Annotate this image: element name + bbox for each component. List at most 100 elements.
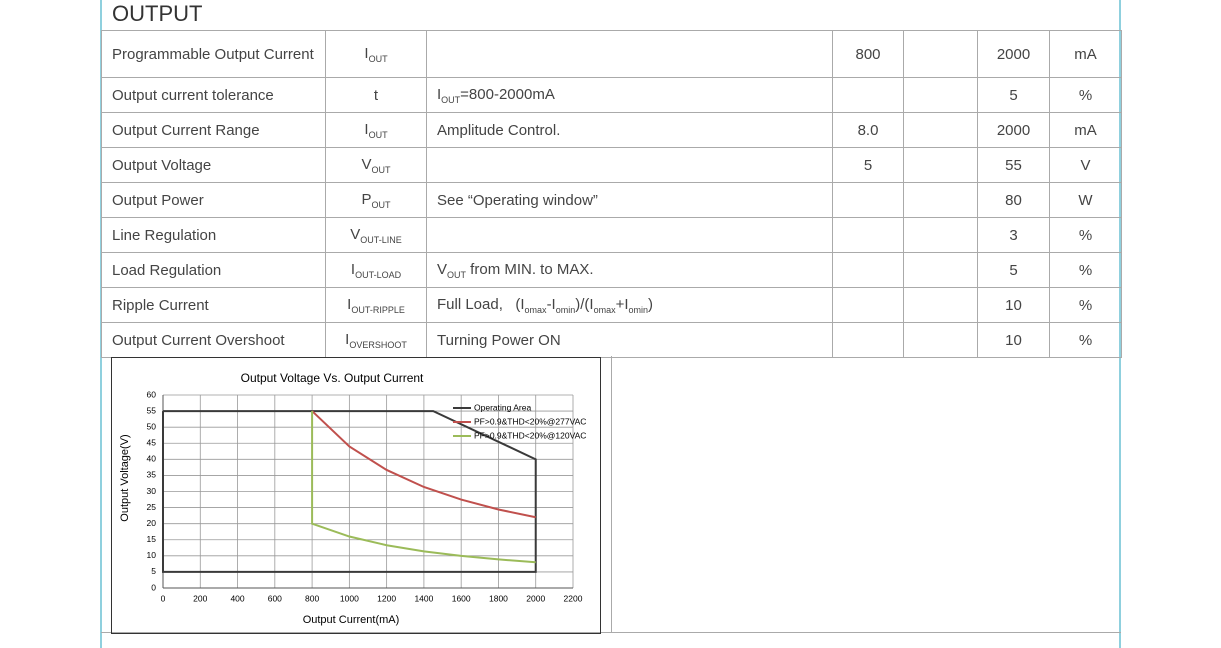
max: 55 (1005, 156, 1022, 174)
symbol-sub: OUT (371, 164, 391, 175)
unit: mA (1074, 121, 1097, 139)
max-cell: 2000 (977, 112, 1050, 148)
y-tick-label: 60 (147, 389, 157, 399)
table-row: Programmable Output Current IOUT 800 2000 mA (101, 30, 1122, 78)
parameter: Load Regulation (112, 261, 222, 279)
parameter-cell: Output Voltage (101, 147, 326, 183)
min-cell (832, 77, 904, 113)
condition-text: OUT (441, 94, 461, 105)
symbol: I (345, 330, 350, 348)
condition-text: omin (555, 304, 576, 315)
min: 5 (863, 156, 873, 174)
condition-cell (426, 30, 833, 78)
condition-text: -I (546, 295, 556, 313)
y-tick-label: 45 (147, 438, 157, 448)
condition-cell: Full Load, (Iomax-Iomin)/(Iomax+Iomin) (426, 287, 833, 323)
condition-text: =800-2000mA (460, 85, 555, 103)
table-row: Output Voltage VOUT 5 55 V (101, 147, 1122, 183)
x-tick-label: 0 (161, 593, 166, 603)
unit: % (1078, 86, 1093, 104)
unit: V (1080, 156, 1091, 174)
table-row: Output current tolerance t IOUT=800-2000mA… (101, 77, 1122, 113)
chart-title: Output Voltage Vs. Output Current (241, 371, 424, 385)
symbol: I (350, 260, 356, 278)
x-tick-label: 800 (305, 593, 319, 603)
series-line (162, 410, 537, 573)
symbol-cell: t (325, 77, 427, 113)
unit-cell: % (1049, 322, 1122, 358)
y-tick-label: 50 (147, 421, 157, 431)
parameter: Output Current Range (112, 121, 260, 139)
condition-text: omin (628, 304, 649, 315)
condition-cell: Turning Power ON (426, 322, 833, 358)
symbol-sub: OUT-LINE (360, 234, 402, 245)
unit: % (1078, 331, 1093, 349)
max-cell: 80 (977, 182, 1050, 218)
unit-cell: % (1049, 287, 1122, 323)
typ-cell (903, 322, 978, 358)
max-cell: 10 (977, 322, 1050, 358)
x-tick-label: 2200 (564, 593, 583, 603)
condition-cell: See “Operating window” (426, 182, 833, 218)
min-cell (832, 217, 904, 253)
x-tick-label: 1000 (340, 593, 359, 603)
symbol-sub: OUT (368, 129, 388, 140)
legend-label: PF>0.9&THD<20%@120VAC (474, 430, 586, 440)
series-line (311, 411, 536, 564)
min-cell: 800 (832, 30, 904, 78)
max: 2000 (996, 121, 1031, 139)
max: 80 (1005, 191, 1022, 209)
symbol-sub: OUT (371, 199, 391, 210)
typ-cell (903, 30, 978, 78)
x-tick-label: 1600 (452, 593, 471, 603)
x-tick-label: 1800 (489, 593, 508, 603)
min-cell (832, 322, 904, 358)
x-tick-label: 1400 (414, 593, 433, 603)
condition-cell (426, 217, 833, 253)
condition-text: I (437, 85, 442, 103)
condition-text: Amplitude Control. (437, 121, 561, 139)
unit-cell: mA (1049, 112, 1122, 148)
unit: % (1078, 226, 1093, 244)
legend-label: PF>0.9&THD<20%@277VAC (474, 416, 586, 426)
parameter: Output Power (112, 191, 204, 209)
unit: W (1078, 191, 1093, 209)
condition-text: )/(I (575, 295, 594, 313)
min: 800 (855, 45, 881, 63)
condition-text: Full Load, (I (437, 295, 525, 313)
parameter: Output Current Overshoot (112, 331, 285, 349)
parameter: Programmable Output Current (112, 45, 314, 63)
condition-text: +I (615, 295, 629, 313)
condition-text: omax (524, 304, 547, 315)
separator (611, 356, 612, 633)
parameter-cell: Line Regulation (101, 217, 326, 253)
condition-text: OUT (447, 269, 467, 280)
x-tick-label: 1200 (377, 593, 396, 603)
y-tick-label: 15 (147, 534, 157, 544)
symbol-sub: OUT-LOAD (355, 269, 402, 280)
legend-label: Operating Area (474, 402, 531, 412)
parameter: Output current tolerance (112, 86, 274, 104)
symbol: I (364, 120, 369, 138)
x-tick-label: 600 (268, 593, 282, 603)
condition-text: V (437, 260, 448, 278)
unit-cell: % (1049, 217, 1122, 253)
parameter-cell: Output Current Range (101, 112, 326, 148)
max: 5 (1009, 261, 1018, 279)
symbol-sub: OUT (368, 53, 388, 64)
symbol: I (347, 295, 352, 313)
y-tick-label: 20 (147, 518, 157, 528)
y-tick-label: 30 (147, 486, 157, 496)
max-cell: 10 (977, 287, 1050, 323)
chart-frame (111, 357, 601, 634)
condition-text: from MIN. to MAX. (466, 260, 594, 278)
symbol: t (373, 86, 379, 104)
series-line (311, 410, 536, 519)
min: 8.0 (857, 121, 879, 139)
unit: % (1078, 296, 1093, 314)
typ-cell (903, 252, 978, 288)
max: 10 (1005, 296, 1022, 314)
y-tick-label: 35 (147, 470, 157, 480)
symbol-sub: OUT-RIPPLE (351, 304, 405, 315)
